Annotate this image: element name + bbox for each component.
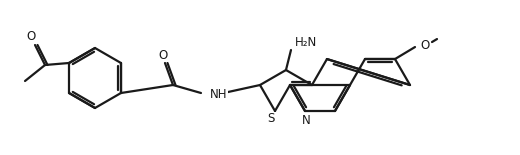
Text: S: S [267,113,275,126]
Text: O: O [159,49,167,62]
Text: O: O [420,39,430,52]
Text: NH: NH [210,88,227,100]
Text: H₂N: H₂N [295,35,317,49]
Text: N: N [302,113,310,126]
Text: O: O [27,31,36,44]
